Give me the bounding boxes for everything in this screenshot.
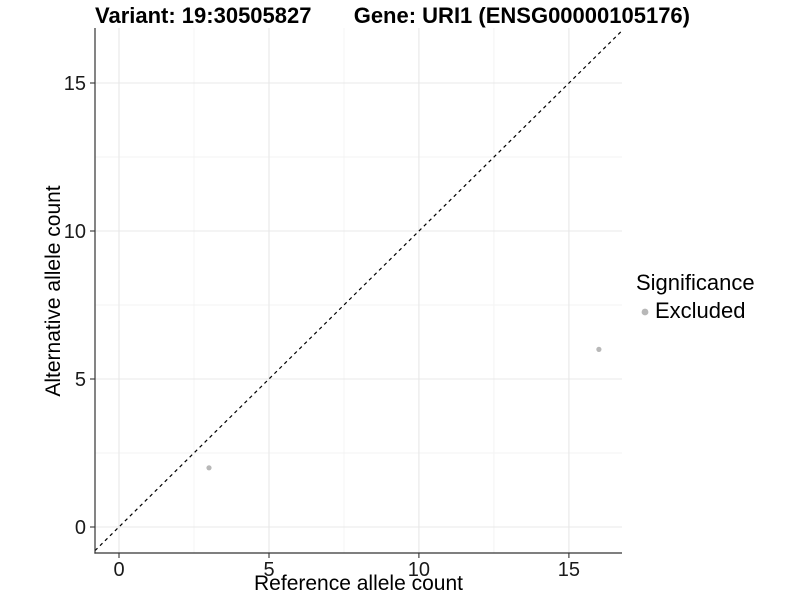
data-point[interactable] — [596, 346, 602, 352]
plot-title-row: Variant: 19:30505827 Gene: URI1 (ENSG000… — [95, 3, 690, 29]
y-tick-label: 15 — [64, 73, 86, 95]
plot-title-gene: Gene: URI1 (ENSG00000105176) — [353, 3, 690, 28]
data-point[interactable] — [206, 465, 212, 471]
x-tick-label: 10 — [408, 559, 430, 581]
x-tick-label: 0 — [113, 559, 124, 581]
legend: Significance Excluded — [636, 270, 755, 324]
legend-item-label: Excluded — [655, 298, 746, 323]
legend-title: Significance — [636, 270, 755, 295]
x-tick-label: 5 — [263, 559, 274, 581]
y-tick-label: 5 — [75, 369, 86, 391]
y-tick-label: 0 — [75, 517, 86, 539]
legend-point-icon — [641, 308, 649, 316]
identity-reference-line — [94, 30, 623, 552]
y-tick-label: 10 — [64, 221, 86, 243]
x-axis-title: Reference allele count — [254, 572, 463, 595]
legend-item-excluded: Excluded — [636, 298, 755, 324]
x-tick-label: 15 — [558, 559, 580, 581]
plot-title-variant: Variant: 19:30505827 — [95, 3, 312, 28]
